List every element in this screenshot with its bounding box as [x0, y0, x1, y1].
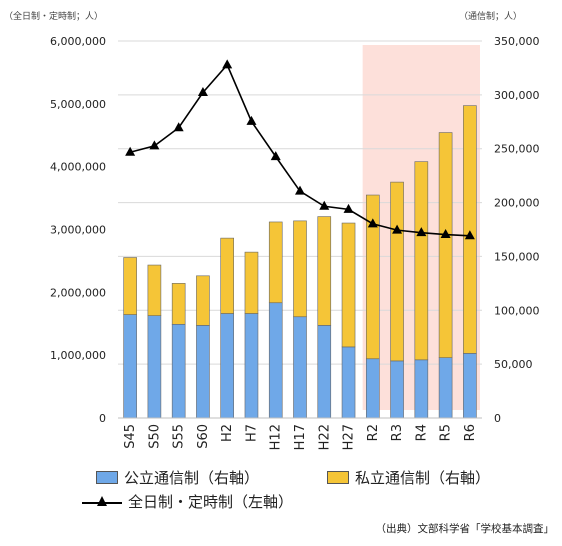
marker-fulltime — [222, 59, 233, 69]
bar-public — [365, 358, 380, 419]
bar-public — [196, 325, 210, 419]
right-axis-tick-label: 50,000 — [494, 358, 533, 371]
source-note: （出典）文部科学省「学校基本調査」 — [375, 523, 555, 535]
bar-public — [171, 323, 186, 419]
left-axis-unit: （全日制・定時制；人） — [4, 12, 104, 22]
bar-private — [317, 216, 332, 326]
bar-private — [341, 222, 356, 348]
left-axis-tick-label: 5,000,000 — [50, 98, 106, 111]
bar-private — [171, 283, 186, 325]
marker-fulltime — [173, 122, 184, 132]
bar-private — [244, 251, 259, 314]
right-axis-tick-label: 200,000 — [494, 197, 540, 210]
bar-public — [123, 314, 137, 419]
bar-public — [268, 302, 283, 419]
legend-swatch-private — [327, 471, 349, 484]
bar-private — [147, 264, 162, 316]
marker-fulltime — [246, 115, 257, 125]
x-axis-tick-label: H17 — [293, 424, 308, 450]
bar-private — [196, 275, 210, 326]
x-axis-tick-label: R6 — [463, 424, 478, 441]
x-axis-tick-label: R5 — [439, 424, 454, 441]
right-axis-tick-label: 300,000 — [494, 89, 540, 102]
x-axis-tick-label: H7 — [244, 424, 259, 442]
left-axis-tick-label: 1,000,000 — [50, 349, 106, 362]
chart-plot: 0 1,000,000 2,000,000 3,000,000 4,000,000 5,0… — [50, 35, 540, 450]
marker-fulltime — [319, 200, 330, 210]
bar-public — [147, 315, 162, 419]
marker-fulltime — [343, 203, 354, 213]
x-axis-tick-label: S60 — [196, 424, 211, 449]
right-axis-tick-label: 0 — [494, 412, 501, 425]
marker-fulltime — [367, 218, 378, 228]
legend-label-public: 公立通信制（右軸） — [124, 469, 260, 487]
marker-fulltime — [440, 229, 451, 239]
marker-fulltime — [197, 87, 208, 97]
bar-public — [414, 359, 429, 419]
marker-fulltime — [416, 227, 427, 237]
left-axis-tick-label: 4,000,000 — [50, 161, 106, 174]
bar-private — [123, 257, 137, 315]
left-axis-tick-label: 0 — [99, 412, 106, 425]
x-axis-tick-label: S45 — [123, 424, 138, 449]
bar-private — [390, 181, 404, 362]
marker-fulltime — [149, 140, 160, 150]
bar-private — [220, 237, 234, 314]
x-axis-tick-label: H27 — [342, 424, 357, 450]
bar-public — [317, 325, 332, 419]
x-axis-tick-label: S50 — [147, 424, 162, 449]
x-axis-tick-label: S55 — [172, 424, 187, 449]
bar-public — [438, 357, 453, 419]
legend-item-public: 公立通信制（右軸） — [96, 467, 259, 488]
bar-private — [414, 161, 429, 361]
bar-private — [365, 194, 380, 360]
x-axis-tick-label: H22 — [317, 424, 332, 450]
bar-private — [293, 220, 307, 318]
legend-swatch-public — [96, 471, 118, 484]
x-axis-tick-label: R2 — [366, 424, 381, 441]
bar-public — [463, 353, 477, 419]
x-axis-tick-label: H12 — [269, 424, 284, 450]
legend-label-fulltime: 全日制・定時制（左軸） — [128, 493, 294, 511]
legend-item-private: 私立通信制（右軸） — [327, 467, 490, 488]
right-axis-tick-label: 250,000 — [494, 143, 540, 156]
left-axis-tick-label: 2,000,000 — [50, 286, 106, 299]
x-axis-tick-label: H2 — [220, 424, 235, 442]
right-axis-unit: （通信制；人） — [458, 12, 522, 22]
bar-public — [390, 360, 404, 419]
left-axis-tick-label: 3,000,000 — [50, 224, 106, 237]
left-axis-tick-label: 6,000,000 — [50, 35, 106, 48]
right-axis-tick-label: 150,000 — [494, 250, 540, 263]
marker-fulltime — [295, 185, 305, 195]
right-axis-tick-label: 350,000 — [494, 35, 540, 48]
x-axis-tick-label: R3 — [390, 424, 405, 441]
legend-swatch-fulltime — [82, 495, 122, 509]
bar-public — [220, 313, 234, 419]
marker-fulltime — [464, 230, 475, 240]
marker-fulltime — [125, 146, 136, 156]
x-axis-tick-label: R4 — [414, 424, 429, 441]
bar-public — [341, 346, 356, 419]
bar-private — [438, 132, 453, 358]
legend-label-private: 私立通信制（右軸） — [355, 469, 491, 487]
marker-fulltime — [392, 224, 403, 234]
right-axis-tick-label: 100,000 — [494, 304, 540, 317]
bar-private — [463, 105, 477, 354]
marker-fulltime — [270, 151, 281, 161]
legend-item-fulltime: 全日制・定時制（左軸） — [82, 491, 293, 512]
bar-private — [268, 221, 283, 304]
bar-public — [244, 313, 259, 419]
bar-public — [293, 316, 307, 419]
